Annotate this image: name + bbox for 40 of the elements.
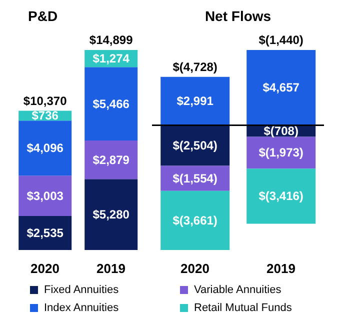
data-label: $(1,554) (172, 171, 218, 186)
bar (84, 140, 138, 180)
legend-label: Retail Mutual Funds (194, 302, 292, 314)
data-label: $(708) (264, 124, 298, 138)
bar (246, 168, 316, 224)
data-label: $5,280 (92, 208, 130, 222)
bar (160, 190, 230, 250)
bar (160, 76, 230, 126)
chart-title: P&D (27, 8, 59, 26)
data-label: $(1,973) (258, 146, 304, 160)
legend-label: Variable Annuities (194, 284, 282, 296)
bar (18, 176, 72, 216)
data-label: $(3,661) (172, 213, 218, 228)
total-label: $14,899 (89, 33, 134, 47)
bar (18, 120, 72, 176)
data-label: $2,991 (176, 94, 214, 108)
chart-title: Net Flows (204, 8, 272, 26)
data-label: $736 (32, 108, 59, 123)
bar (84, 67, 138, 140)
legend-label: Index Annuities (44, 302, 119, 314)
total-label: $(1,440) (258, 33, 304, 47)
data-label: $5,466 (92, 96, 130, 111)
data-label: $4,657 (262, 80, 300, 95)
bar (84, 179, 138, 250)
x-tick-label: 2019 (266, 261, 296, 276)
x-tick-label: 2020 (30, 261, 60, 276)
data-label: $(2,504) (172, 138, 218, 152)
data-label: $3,003 (26, 188, 64, 203)
total-label: $(4,728) (172, 60, 218, 74)
x-tick-label: 2020 (180, 261, 210, 276)
data-label: $2,879 (92, 152, 130, 167)
data-label: $4,096 (26, 141, 64, 156)
data-label: $1,274 (92, 52, 130, 66)
total-label: $10,370 (23, 94, 68, 108)
bar (246, 50, 316, 126)
data-label: $(3,416) (258, 189, 304, 204)
bar (246, 136, 316, 169)
data-label: $2,535 (26, 226, 64, 240)
x-tick-label: 2019 (96, 261, 126, 276)
legend-label: Fixed Annuities (44, 284, 119, 296)
